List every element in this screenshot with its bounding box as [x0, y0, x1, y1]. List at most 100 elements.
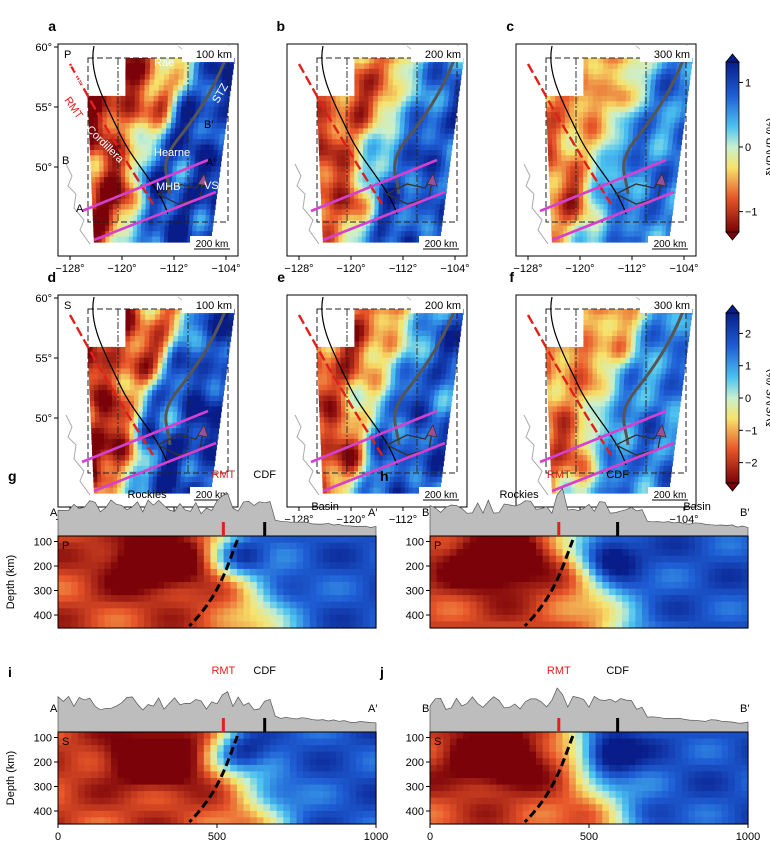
field-cell	[202, 455, 208, 462]
field-cell	[147, 395, 153, 402]
field-cell	[319, 171, 325, 178]
field-cell	[379, 58, 385, 64]
field-cell	[429, 187, 435, 194]
field-cell	[130, 357, 136, 364]
field-cell	[324, 433, 330, 440]
field-cell	[613, 166, 619, 173]
field-cell	[139, 85, 146, 92]
field-cell	[116, 411, 122, 418]
field-cell	[345, 406, 351, 413]
field-cell	[89, 384, 95, 391]
field-cell	[320, 177, 325, 184]
field-cell	[189, 63, 195, 70]
field-cell	[98, 133, 104, 140]
field-cell	[645, 193, 650, 200]
field-cell	[99, 428, 105, 435]
field-cell	[421, 187, 426, 194]
field-cell	[403, 444, 409, 451]
field-cell	[393, 471, 399, 478]
field-cell	[342, 225, 347, 232]
field-cell	[198, 122, 204, 129]
field-cell	[454, 336, 461, 343]
field-cell	[96, 465, 102, 472]
field-cell	[449, 90, 455, 97]
field-cell	[177, 214, 182, 221]
field-cell	[349, 95, 355, 102]
field-cell	[414, 357, 421, 364]
field-cell	[384, 160, 390, 167]
field-cell	[444, 166, 450, 173]
field-cell	[134, 352, 140, 359]
field-cell	[183, 444, 188, 451]
field-cell	[222, 363, 228, 370]
field-cell	[442, 357, 448, 364]
field-cell	[103, 171, 109, 178]
field-cell	[597, 106, 603, 113]
field-cell	[319, 401, 324, 407]
field-cell	[345, 209, 351, 216]
field-cell	[422, 68, 429, 75]
field-cell	[400, 363, 406, 370]
field-cell	[116, 198, 122, 205]
field-cell	[158, 449, 163, 456]
field-cell	[401, 417, 407, 424]
field-cell	[113, 231, 118, 238]
field-cell	[144, 336, 150, 343]
field-cell	[175, 128, 181, 135]
field-cell	[134, 144, 140, 151]
field-cell	[333, 438, 338, 445]
field-cell	[166, 198, 171, 205]
field-cell	[684, 79, 690, 86]
field-cell	[394, 395, 400, 402]
field-cell	[99, 166, 105, 173]
field-cell	[322, 482, 327, 489]
field-cell	[145, 63, 151, 70]
field-cell	[569, 101, 575, 108]
field-cell	[391, 449, 396, 456]
field-cell	[359, 319, 365, 326]
field-cell	[142, 406, 148, 413]
field-cell	[626, 160, 632, 167]
field-cell	[394, 139, 400, 146]
field-cell	[147, 150, 153, 156]
field-cell	[332, 144, 338, 151]
field-cell	[138, 150, 144, 156]
field-cell	[211, 166, 217, 173]
field-cell	[402, 79, 408, 86]
field-cell	[142, 422, 148, 429]
field-cell	[377, 346, 384, 353]
field-cell	[326, 487, 332, 494]
field-cell	[372, 117, 378, 124]
field-cell	[187, 487, 192, 494]
field-cell	[404, 187, 410, 194]
field-cell	[574, 112, 580, 119]
field-cell	[365, 231, 371, 238]
field-cell	[430, 390, 436, 397]
field-cell	[452, 357, 458, 364]
field-cell	[643, 106, 650, 113]
field-cell	[552, 139, 558, 146]
field-cell	[326, 122, 333, 129]
field-cell	[180, 422, 186, 429]
field-cell	[680, 68, 687, 75]
field-cell	[153, 112, 159, 119]
field-cell	[374, 220, 379, 227]
field-cell	[371, 428, 376, 435]
field-cell	[392, 433, 397, 440]
field-cell	[396, 346, 403, 353]
field-cell	[359, 95, 365, 102]
field-cell	[159, 63, 166, 70]
field-cell	[654, 144, 660, 151]
field-cell	[198, 68, 204, 75]
field-cell	[199, 357, 205, 364]
field-cell	[420, 90, 427, 97]
field-cell	[90, 401, 95, 407]
field-cell	[202, 74, 209, 81]
field-cell	[111, 112, 117, 119]
field-cell	[383, 182, 389, 189]
field-cell	[358, 395, 364, 402]
field-cell	[181, 411, 187, 418]
field-cell	[658, 150, 663, 156]
field-cell	[558, 209, 564, 216]
field-cell	[206, 171, 212, 178]
